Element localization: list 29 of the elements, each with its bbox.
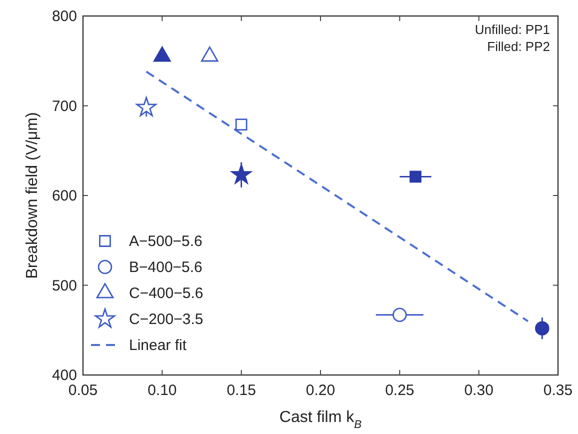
y-axis-title: Breakdown field (V/μm) (24, 112, 41, 279)
point (136, 96, 156, 116)
point (201, 46, 218, 62)
y-tick-label: 700 (52, 98, 77, 115)
point (410, 170, 422, 183)
point (392, 308, 407, 322)
legend-label: B−400−5.6 (129, 259, 202, 276)
y-tick-label: 800 (52, 8, 77, 25)
x-tick-label: 0.05 (68, 382, 98, 399)
point (235, 118, 248, 131)
y-tick-label: 500 (52, 277, 77, 294)
y-tick-label: 400 (52, 367, 77, 384)
x-tick-label: 0.15 (226, 382, 256, 399)
x-tick-label: 0.25 (385, 382, 414, 399)
legend-label: C−400−5.6 (129, 285, 204, 302)
annotation: Filled: PP2 (487, 39, 550, 54)
point (535, 321, 550, 336)
x-tick-label: 0.20 (306, 382, 336, 399)
point (231, 164, 252, 184)
point (154, 46, 171, 62)
legend-label: A−500−5.6 (129, 233, 202, 250)
x-tick-label: 0.10 (148, 382, 177, 399)
legend-label: C−200−3.5 (129, 311, 204, 328)
annotation: Unfilled: PP1 (474, 22, 550, 37)
x-tick-label: 0.35 (543, 382, 573, 399)
legend-label: Linear fit (129, 337, 188, 354)
y-tick-label: 600 (52, 188, 77, 204)
x-axis-title: Cast film k$_{B}$ (279, 409, 362, 431)
x-tick-label: 0.30 (464, 382, 494, 399)
